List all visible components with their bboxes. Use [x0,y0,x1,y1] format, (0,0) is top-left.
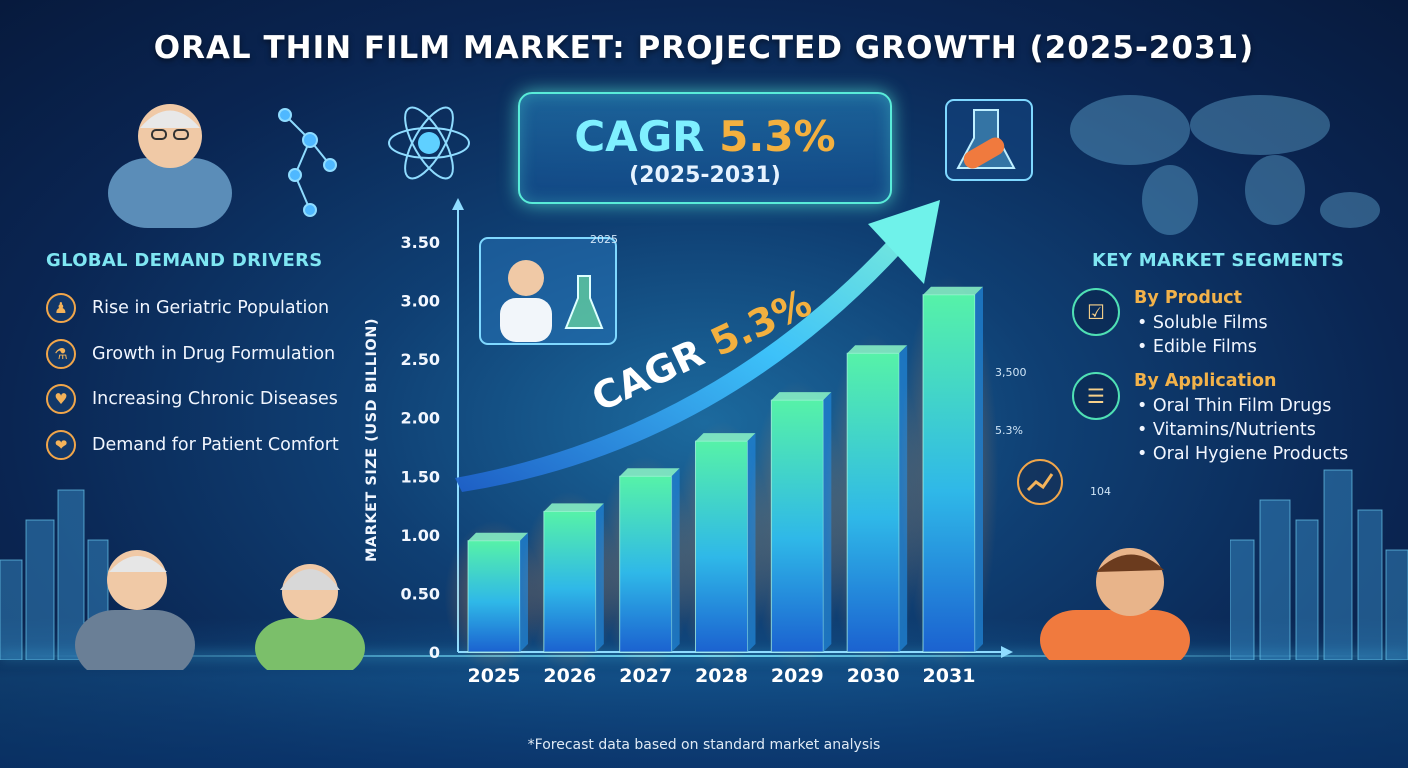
segment-item: • Oral Hygiene Products [1137,444,1349,464]
trend-up-icon [1017,459,1063,505]
bar-top-face [468,532,528,541]
side-value-1: 3,500 [995,366,1027,379]
driver-label: Growth in Drug Formulation [92,344,336,364]
city-skyline-right [1230,469,1408,660]
capsule-lab-icon [945,99,1033,181]
cagr-label: CAGR [574,112,705,161]
footnote: *Forecast data based on standard market … [527,737,881,753]
bar-2029 [770,399,824,653]
segment-item-label: Oral Hygiene Products [1152,444,1349,464]
driver-item: ❤ Demand for Patient Comfort [46,428,339,462]
segment-heading: By Application [1134,371,1277,391]
x-tick-label: 2028 [695,665,748,687]
segment-item-label: Oral Thin Film Drugs [1152,396,1332,416]
bar-top-face [619,468,680,477]
x-tick-label: 2029 [771,665,824,687]
driver-label: Demand for Patient Comfort [92,435,339,455]
drivers-title: GLOBAL DEMAND DRIVERS [46,250,323,271]
y-tick-label: 1.00 [401,526,440,545]
bar-2027 [619,475,673,653]
x-axis-arrowhead [1001,646,1013,658]
driver-label: Rise in Geriatric Population [92,298,330,318]
bar-2031 [922,294,976,653]
atom-icon [388,106,470,180]
side-value-3: 104 [1090,485,1111,498]
y-tick-label: 2.00 [401,409,440,428]
world-map-graphic [1070,95,1380,235]
cagr-period: (2025-2031) [629,163,781,188]
driver-item: ♥ Increasing Chronic Diseases [46,382,338,416]
cagr-headline: CAGR 5.3% [520,112,890,161]
y-tick-label: 1.50 [401,467,440,486]
segment-item-label: Soluble Films [1152,313,1268,333]
y-tick-label: 3.00 [401,292,440,311]
people-icon: ♟ [46,293,76,323]
bar-top-face [695,433,756,442]
y-tick-label: 2.50 [401,350,440,369]
cagr-box: CAGR 5.3% (2025-2031) [518,92,892,204]
y-tick-label: 0.50 [401,584,440,603]
segment-item: • Edible Films [1137,337,1257,357]
elderly-couple-illustration [75,550,365,670]
bar-2030 [846,352,900,653]
hand-heart-icon: ❤ [46,430,76,460]
y-axis-arrowhead [452,198,464,210]
segments-title: KEY MARKET SEGMENTS [1092,250,1345,271]
y-tick-label: 0 [429,643,440,662]
x-tick-label: 2030 [847,665,900,687]
driver-item: ♟ Rise in Geriatric Population [46,291,329,325]
molecule-icon [278,108,337,217]
cagr-value: 5.3% [719,112,836,161]
y-tick-label: 3.50 [401,233,440,252]
bar-2026 [543,510,597,653]
segment-item-label: Vitamins/Nutrients [1152,420,1316,440]
x-tick-label: 2026 [543,665,596,687]
flask-icon: ⚗ [46,339,76,369]
driver-item: ⚗ Growth in Drug Formulation [46,337,335,371]
x-tick-label: 2025 [468,665,521,687]
bar-2028 [695,440,748,653]
segment-item: • Vitamins/Nutrients [1137,420,1316,440]
x-tick-label: 2027 [619,665,672,687]
pill-list-icon: ☰ [1072,372,1120,420]
segment-heading: By Product [1134,288,1243,308]
heart-icon: ♥ [46,384,76,414]
clipboard-check-icon: ☑ [1072,288,1120,336]
side-value-2: 5.3% [995,424,1023,437]
growth-arrow-head [868,200,940,284]
segment-item: • Soluble Films [1137,313,1268,333]
driver-label: Increasing Chronic Diseases [92,389,338,409]
bar-2025 [467,540,521,653]
page-title: ORAL THIN FILM MARKET: PROJECTED GROWTH … [153,30,1255,66]
bar-top-face [771,392,832,401]
elderly-man-illustration [108,104,232,228]
bar-side-face [975,286,983,652]
segment-item: • Oral Thin Film Drugs [1137,396,1332,416]
young-man-illustration [1040,548,1190,660]
x-tick-label: 2031 [923,665,976,687]
bar-top-face [847,345,908,354]
bar-top-face [543,503,604,512]
doctor-screen-illustration [479,237,617,345]
bar-top-face [923,286,983,295]
screen-year-label: 2025 [590,233,618,246]
segment-item-label: Edible Films [1152,337,1257,357]
